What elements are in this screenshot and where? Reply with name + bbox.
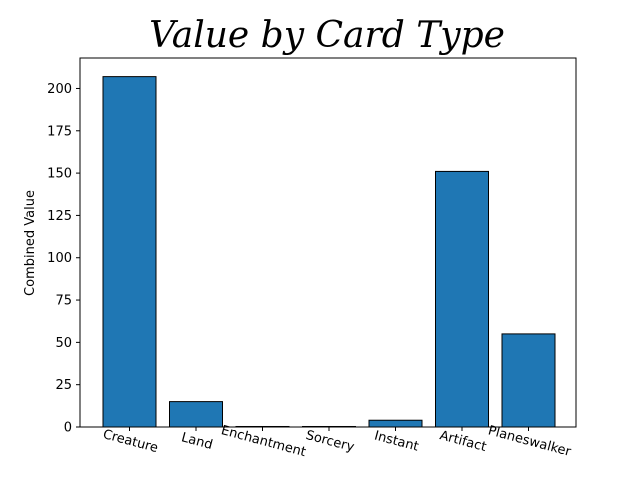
y-tick-label: 175 — [47, 124, 72, 139]
y-tick-label: 100 — [47, 251, 72, 266]
y-axis-label: Combined Value — [23, 190, 38, 296]
bar-instant — [368, 419, 423, 428]
y-tick-label: 50 — [55, 336, 72, 351]
y-tick-label: 200 — [47, 82, 72, 97]
x-tick-label: Land — [180, 430, 215, 453]
x-tick-label: Enchantment — [219, 423, 307, 460]
x-tick-label: Planeswalker — [486, 423, 573, 460]
plot-frame — [79, 57, 577, 428]
bar-artifact — [435, 170, 489, 428]
x-tick-label: Sorcery — [304, 428, 356, 455]
chart-title: Value by Card Type — [149, 15, 505, 56]
x-tick-label: Creature — [101, 427, 159, 456]
x-tick-label: Artifact — [438, 428, 488, 455]
y-tick-label: 25 — [55, 378, 72, 393]
x-tick-label: Instant — [373, 429, 421, 455]
bar-planeswalker — [501, 333, 556, 428]
bar-land — [169, 401, 223, 428]
y-tick-label: 150 — [47, 167, 72, 182]
bar-creature — [102, 76, 157, 428]
y-tick-label: 75 — [55, 294, 72, 309]
y-tick-label: 0 — [64, 421, 72, 436]
y-tick-label: 125 — [47, 209, 72, 224]
